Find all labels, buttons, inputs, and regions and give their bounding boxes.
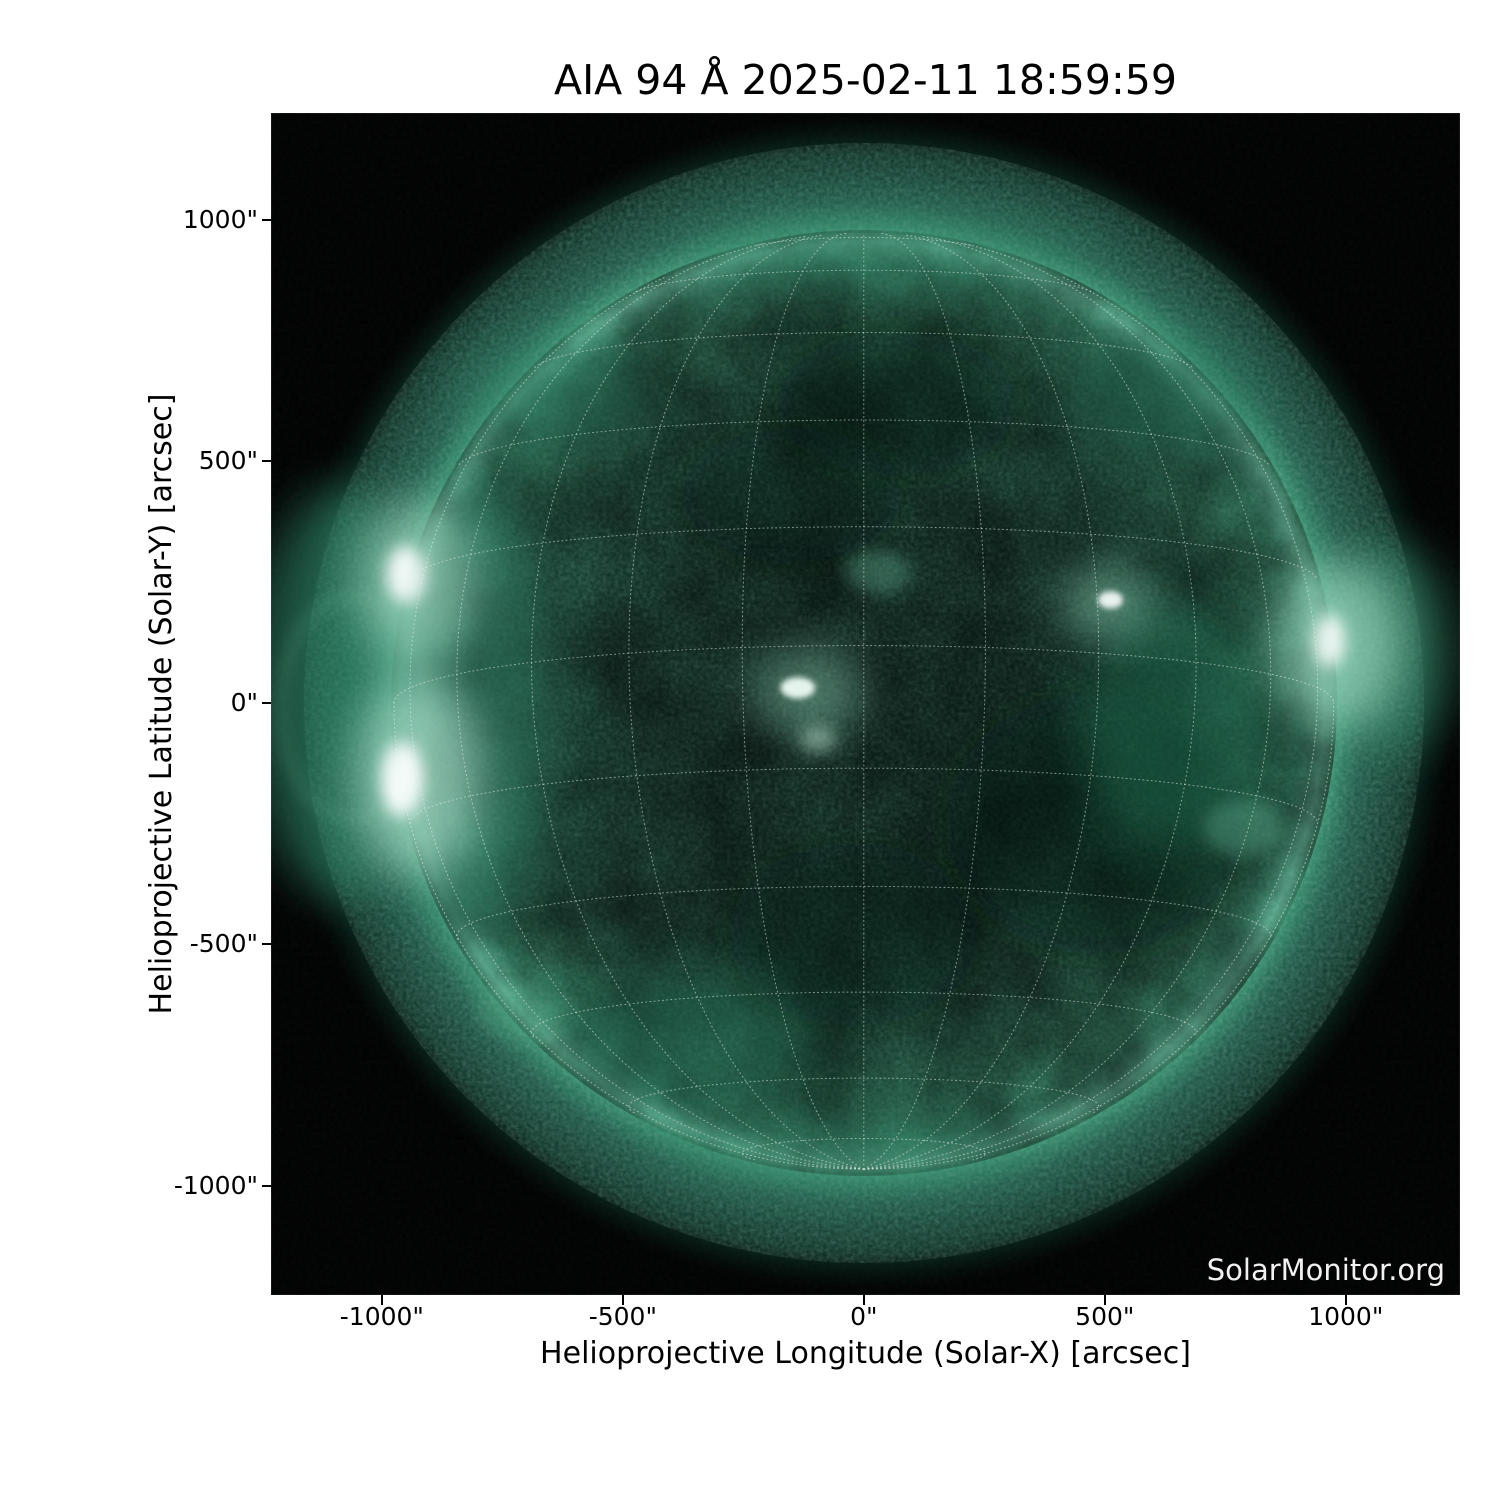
watermark-text: SolarMonitor.org <box>1206 1253 1445 1287</box>
x-tick-mark <box>1103 1295 1106 1305</box>
x-tick-label: 1000" <box>1308 1302 1384 1331</box>
y-tick-label: -1000" <box>173 1170 258 1200</box>
x-tick-mark <box>1344 1295 1347 1305</box>
y-tick-mark <box>262 943 271 946</box>
x-tick-mark <box>862 1295 865 1305</box>
page-title: AIA 94 Å 2025-02-11 18:59:59 <box>554 56 1177 104</box>
solar-disk-image <box>271 113 1460 1295</box>
x-tick-mark <box>380 1295 383 1305</box>
plot-area: SolarMonitor.org <box>271 113 1460 1295</box>
y-tick-label: -500" <box>189 929 258 959</box>
y-tick-label: 0" <box>230 687 258 717</box>
y-tick-label: 500" <box>198 446 258 476</box>
x-tick-label: -1000" <box>339 1302 424 1331</box>
background-speckle <box>271 113 1460 1295</box>
x-tick-mark <box>621 1295 624 1305</box>
y-tick-mark <box>262 1184 271 1187</box>
x-axis-label: Helioprojective Longitude (Solar-X) [arc… <box>540 1336 1191 1371</box>
y-tick-mark <box>262 218 271 221</box>
x-tick-label: 0" <box>850 1302 878 1331</box>
y-tick-mark <box>262 701 271 704</box>
x-tick-label: 500" <box>1075 1302 1135 1331</box>
y-tick-mark <box>262 460 271 463</box>
y-tick-label: 1000" <box>182 204 258 234</box>
x-tick-label: -500" <box>588 1302 657 1331</box>
